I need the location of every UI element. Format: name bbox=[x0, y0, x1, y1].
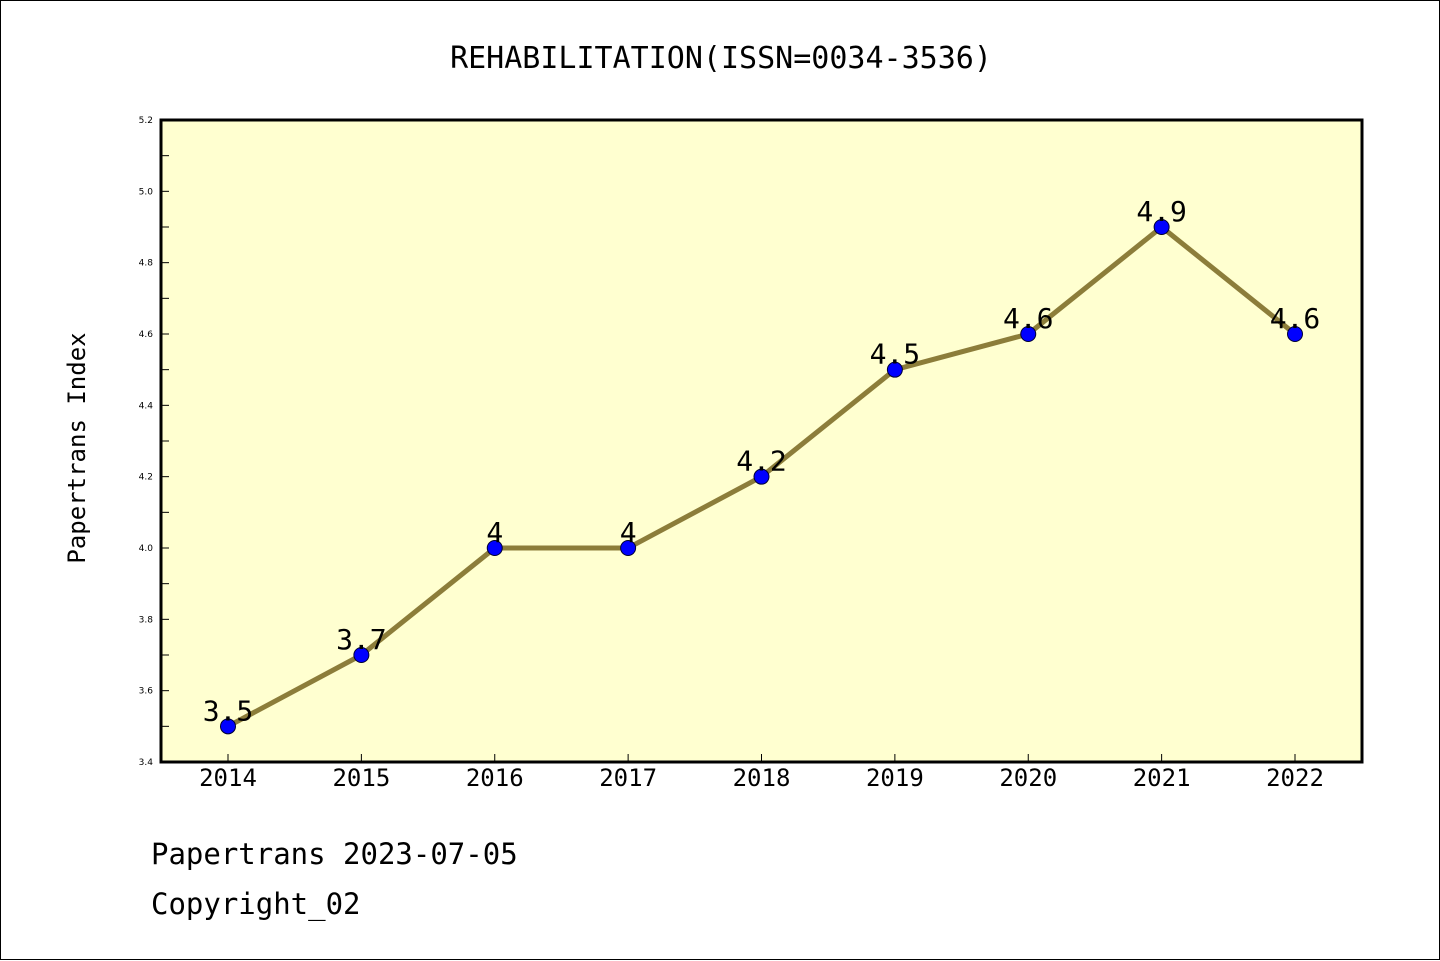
data-point bbox=[1287, 326, 1303, 342]
y-axis: 3.4 3.6 3.8 4.0 4.2 4.4 4.6 4.8 5.0 5.2 bbox=[139, 116, 169, 768]
y-tick-label: 5.2 bbox=[139, 116, 153, 126]
data-point bbox=[620, 540, 637, 556]
data-label: 3.7 bbox=[336, 623, 387, 656]
y-tick-label: 4.4 bbox=[139, 401, 154, 411]
y-tick-label: 4.6 bbox=[139, 330, 154, 340]
y-tick-label: 4.2 bbox=[139, 473, 153, 483]
y-tick-label: 4.8 bbox=[139, 259, 154, 269]
x-tick-label: 2017 bbox=[599, 764, 657, 792]
x-tick-label: 2014 bbox=[199, 764, 257, 792]
x-axis: 2014 2015 2016 2017 2018 2019 2020 2021 2022 bbox=[199, 754, 1324, 792]
footer-source: Papertrans 2023-07-05 bbox=[151, 837, 518, 871]
data-point bbox=[753, 468, 770, 485]
data-label: 4 bbox=[486, 516, 503, 549]
data-labels: 3.5 3.7 4 4 4.2 4.5 4.6 4.9 4.6 bbox=[203, 195, 1321, 727]
y-tick-label: 3.6 bbox=[139, 687, 154, 697]
x-tick-label: 2020 bbox=[999, 764, 1057, 792]
x-tick-label: 2021 bbox=[1133, 764, 1191, 792]
data-label: 4.2 bbox=[736, 445, 787, 478]
y-tick-label: 3.4 bbox=[139, 758, 154, 768]
x-tick-label: 2022 bbox=[1266, 764, 1324, 792]
data-label: 4.5 bbox=[870, 338, 921, 371]
x-tick-label: 2019 bbox=[866, 764, 924, 792]
data-label: 4.6 bbox=[1003, 302, 1054, 335]
data-points bbox=[220, 219, 1303, 735]
y-tick-label: 4.0 bbox=[139, 544, 154, 554]
data-label: 4 bbox=[620, 516, 637, 549]
x-tick-label: 2018 bbox=[733, 764, 791, 792]
data-point bbox=[353, 647, 370, 663]
y-tick-label: 5.0 bbox=[139, 187, 154, 197]
x-tick-label: 2016 bbox=[466, 764, 524, 792]
data-point bbox=[1153, 219, 1170, 235]
data-label: 4.6 bbox=[1270, 302, 1321, 335]
y-tick-label: 3.8 bbox=[139, 615, 154, 625]
data-point bbox=[1020, 326, 1037, 342]
data-point bbox=[886, 361, 903, 378]
y-axis-label: Papertrans Index bbox=[63, 332, 91, 563]
data-point bbox=[486, 540, 503, 556]
data-label: 4.9 bbox=[1136, 195, 1187, 228]
footer-copyright: Copyright_02 bbox=[151, 887, 361, 921]
data-point bbox=[220, 718, 236, 735]
data-label: 3.5 bbox=[203, 694, 254, 727]
chart-title: REHABILITATION(ISSN=0034-3536) bbox=[450, 41, 992, 76]
x-tick-label: 2015 bbox=[332, 764, 390, 792]
